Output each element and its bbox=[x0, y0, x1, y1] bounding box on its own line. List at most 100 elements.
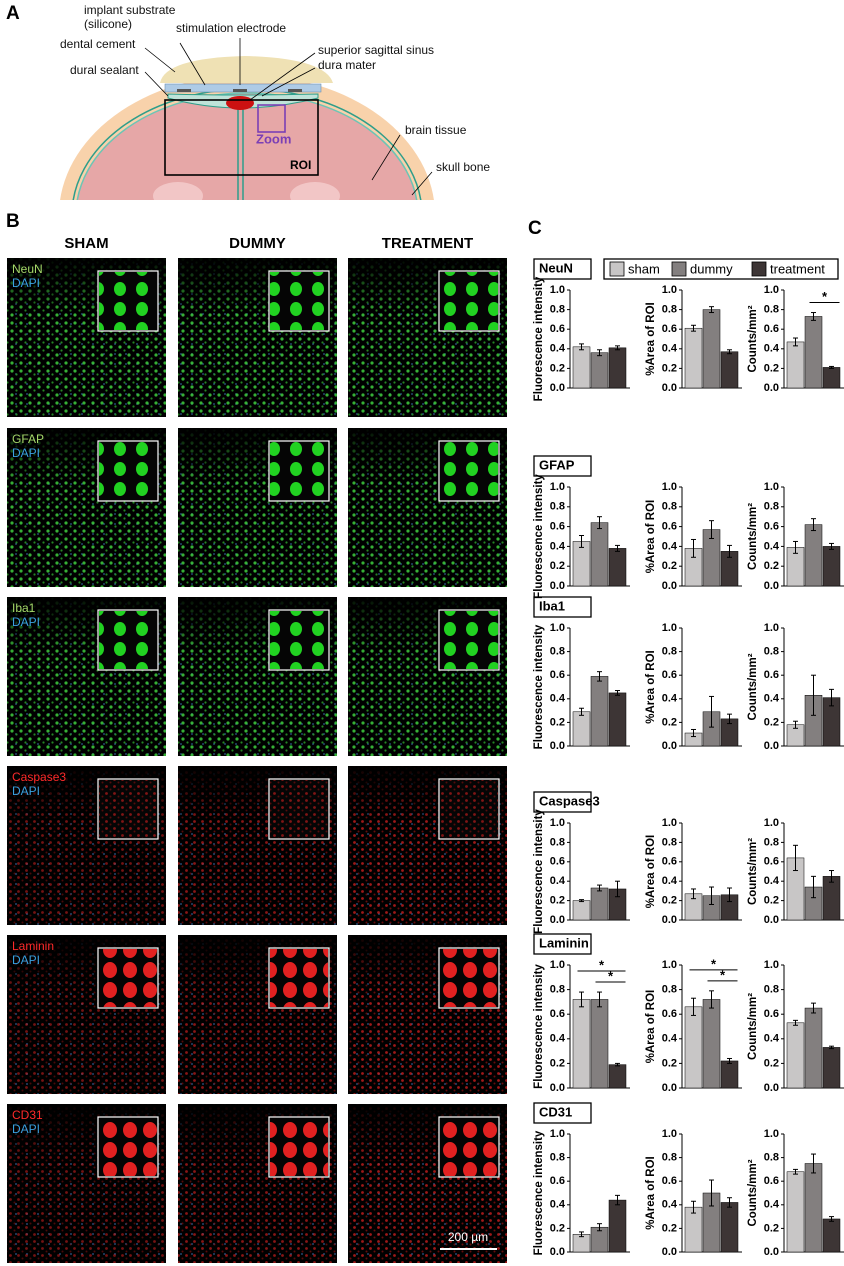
stain-label: NeuN bbox=[12, 262, 43, 276]
inset-signal bbox=[99, 949, 157, 1007]
y-tick-label: 0.8 bbox=[764, 1152, 779, 1164]
label: brain tissue bbox=[405, 123, 467, 137]
y-tick-label: 1.0 bbox=[764, 817, 779, 829]
y-tick-label: 0.6 bbox=[764, 669, 779, 681]
y-tick-label: 0.2 bbox=[550, 560, 565, 572]
column-header: TREATMENT bbox=[382, 235, 473, 252]
bar bbox=[702, 999, 721, 1089]
y-axis-label: Fluorescence intensity bbox=[533, 809, 545, 934]
y-axis-label: %Area of ROI bbox=[645, 835, 657, 909]
marker-label: CD31 bbox=[539, 1104, 572, 1119]
y-axis-label: %Area of ROI bbox=[645, 650, 657, 724]
y-tick-label: 0.8 bbox=[764, 984, 779, 996]
brain bbox=[76, 92, 418, 200]
y-tick-label: 0.4 bbox=[550, 1033, 566, 1045]
y-tick-label: 0.8 bbox=[764, 646, 779, 658]
y-tick-label: 1.0 bbox=[662, 284, 677, 296]
bar bbox=[804, 524, 823, 587]
y-tick-label: 0.0 bbox=[662, 914, 677, 926]
y-tick-label: 0.4 bbox=[662, 875, 678, 887]
inset-signal bbox=[270, 611, 328, 669]
y-tick-label: 0.8 bbox=[550, 501, 565, 513]
inset-signal bbox=[99, 272, 157, 330]
inset-signal bbox=[440, 949, 498, 1007]
marker-label: Laminin bbox=[539, 935, 589, 950]
marker-label: Iba1 bbox=[539, 598, 565, 613]
bar bbox=[822, 367, 841, 389]
dental-cement bbox=[160, 56, 333, 83]
bar bbox=[822, 876, 841, 921]
bar bbox=[684, 1006, 703, 1089]
inset-signal bbox=[270, 272, 328, 330]
y-tick-label: 0.8 bbox=[662, 646, 677, 658]
y-axis-label: Counts/mm² bbox=[747, 305, 759, 372]
y-tick-label: 0.8 bbox=[550, 1152, 565, 1164]
bar bbox=[608, 692, 627, 747]
y-tick-label: 1.0 bbox=[550, 481, 565, 493]
bar bbox=[608, 1064, 627, 1089]
significance-label: * bbox=[822, 289, 828, 304]
y-tick-label: 0.6 bbox=[662, 521, 677, 533]
bar bbox=[804, 1007, 823, 1089]
y-tick-label: 0.0 bbox=[662, 580, 677, 592]
y-tick-label: 0.6 bbox=[662, 1175, 677, 1187]
legend-swatch bbox=[751, 261, 767, 277]
y-tick-label: 0.6 bbox=[550, 521, 565, 533]
micrograph bbox=[348, 428, 507, 587]
y-axis-label: Fluorescence intensity bbox=[533, 1130, 545, 1255]
label: superior sagittal sinus bbox=[318, 43, 434, 57]
label: implant substrate bbox=[84, 3, 176, 17]
y-tick-label: 0.8 bbox=[764, 304, 779, 316]
electrode bbox=[177, 89, 191, 92]
y-tick-label: 1.0 bbox=[550, 1128, 565, 1140]
significance-label: * bbox=[599, 957, 605, 972]
y-axis-label: Fluorescence intensity bbox=[533, 964, 545, 1089]
y-tick-label: 0.2 bbox=[550, 716, 565, 728]
inset-signal bbox=[440, 1118, 498, 1176]
bar bbox=[786, 1022, 805, 1089]
stain-label: GFAP bbox=[12, 432, 44, 446]
stain-label: DAPI bbox=[12, 446, 40, 460]
column-header: SHAM bbox=[64, 235, 108, 252]
y-tick-label: 0.6 bbox=[764, 323, 779, 335]
bar bbox=[608, 1199, 627, 1253]
y-tick-label: 0.0 bbox=[662, 382, 677, 394]
bar bbox=[720, 351, 739, 389]
bar bbox=[608, 548, 627, 587]
y-axis-label: Fluorescence intensity bbox=[533, 474, 545, 599]
y-tick-label: 1.0 bbox=[662, 622, 677, 634]
y-tick-label: 1.0 bbox=[550, 622, 565, 634]
label: ROI bbox=[290, 158, 311, 172]
y-tick-label: 0.4 bbox=[764, 1199, 780, 1211]
marker-box bbox=[533, 455, 592, 477]
column-header: DUMMY bbox=[229, 235, 286, 252]
inset-signal bbox=[270, 1118, 328, 1176]
y-tick-label: 0.8 bbox=[550, 646, 565, 658]
y-tick-label: 0.4 bbox=[662, 1033, 678, 1045]
y-tick-label: 0.6 bbox=[764, 1008, 779, 1020]
y-tick-label: 0.8 bbox=[662, 1152, 677, 1164]
marker-label: NeuN bbox=[539, 260, 573, 275]
inset-signal bbox=[99, 1118, 157, 1176]
y-tick-label: 0.4 bbox=[550, 343, 566, 355]
legend-swatch bbox=[609, 261, 625, 277]
y-tick-label: 0.0 bbox=[550, 740, 565, 752]
y-tick-label: 0.2 bbox=[662, 1057, 677, 1069]
bar bbox=[720, 1060, 739, 1089]
y-tick-label: 0.6 bbox=[550, 323, 565, 335]
y-tick-label: 0.6 bbox=[662, 323, 677, 335]
y-tick-label: 0.6 bbox=[662, 1008, 677, 1020]
micrograph bbox=[178, 428, 337, 587]
brain-spot bbox=[290, 182, 340, 200]
micrograph bbox=[178, 766, 337, 925]
bar bbox=[590, 887, 609, 921]
y-tick-label: 0.2 bbox=[764, 560, 779, 572]
label: Zoom bbox=[256, 131, 291, 146]
stain-label: Laminin bbox=[12, 939, 54, 953]
y-tick-label: 0.2 bbox=[550, 362, 565, 374]
y-tick-label: 0.2 bbox=[764, 362, 779, 374]
y-tick-label: 0.2 bbox=[662, 362, 677, 374]
